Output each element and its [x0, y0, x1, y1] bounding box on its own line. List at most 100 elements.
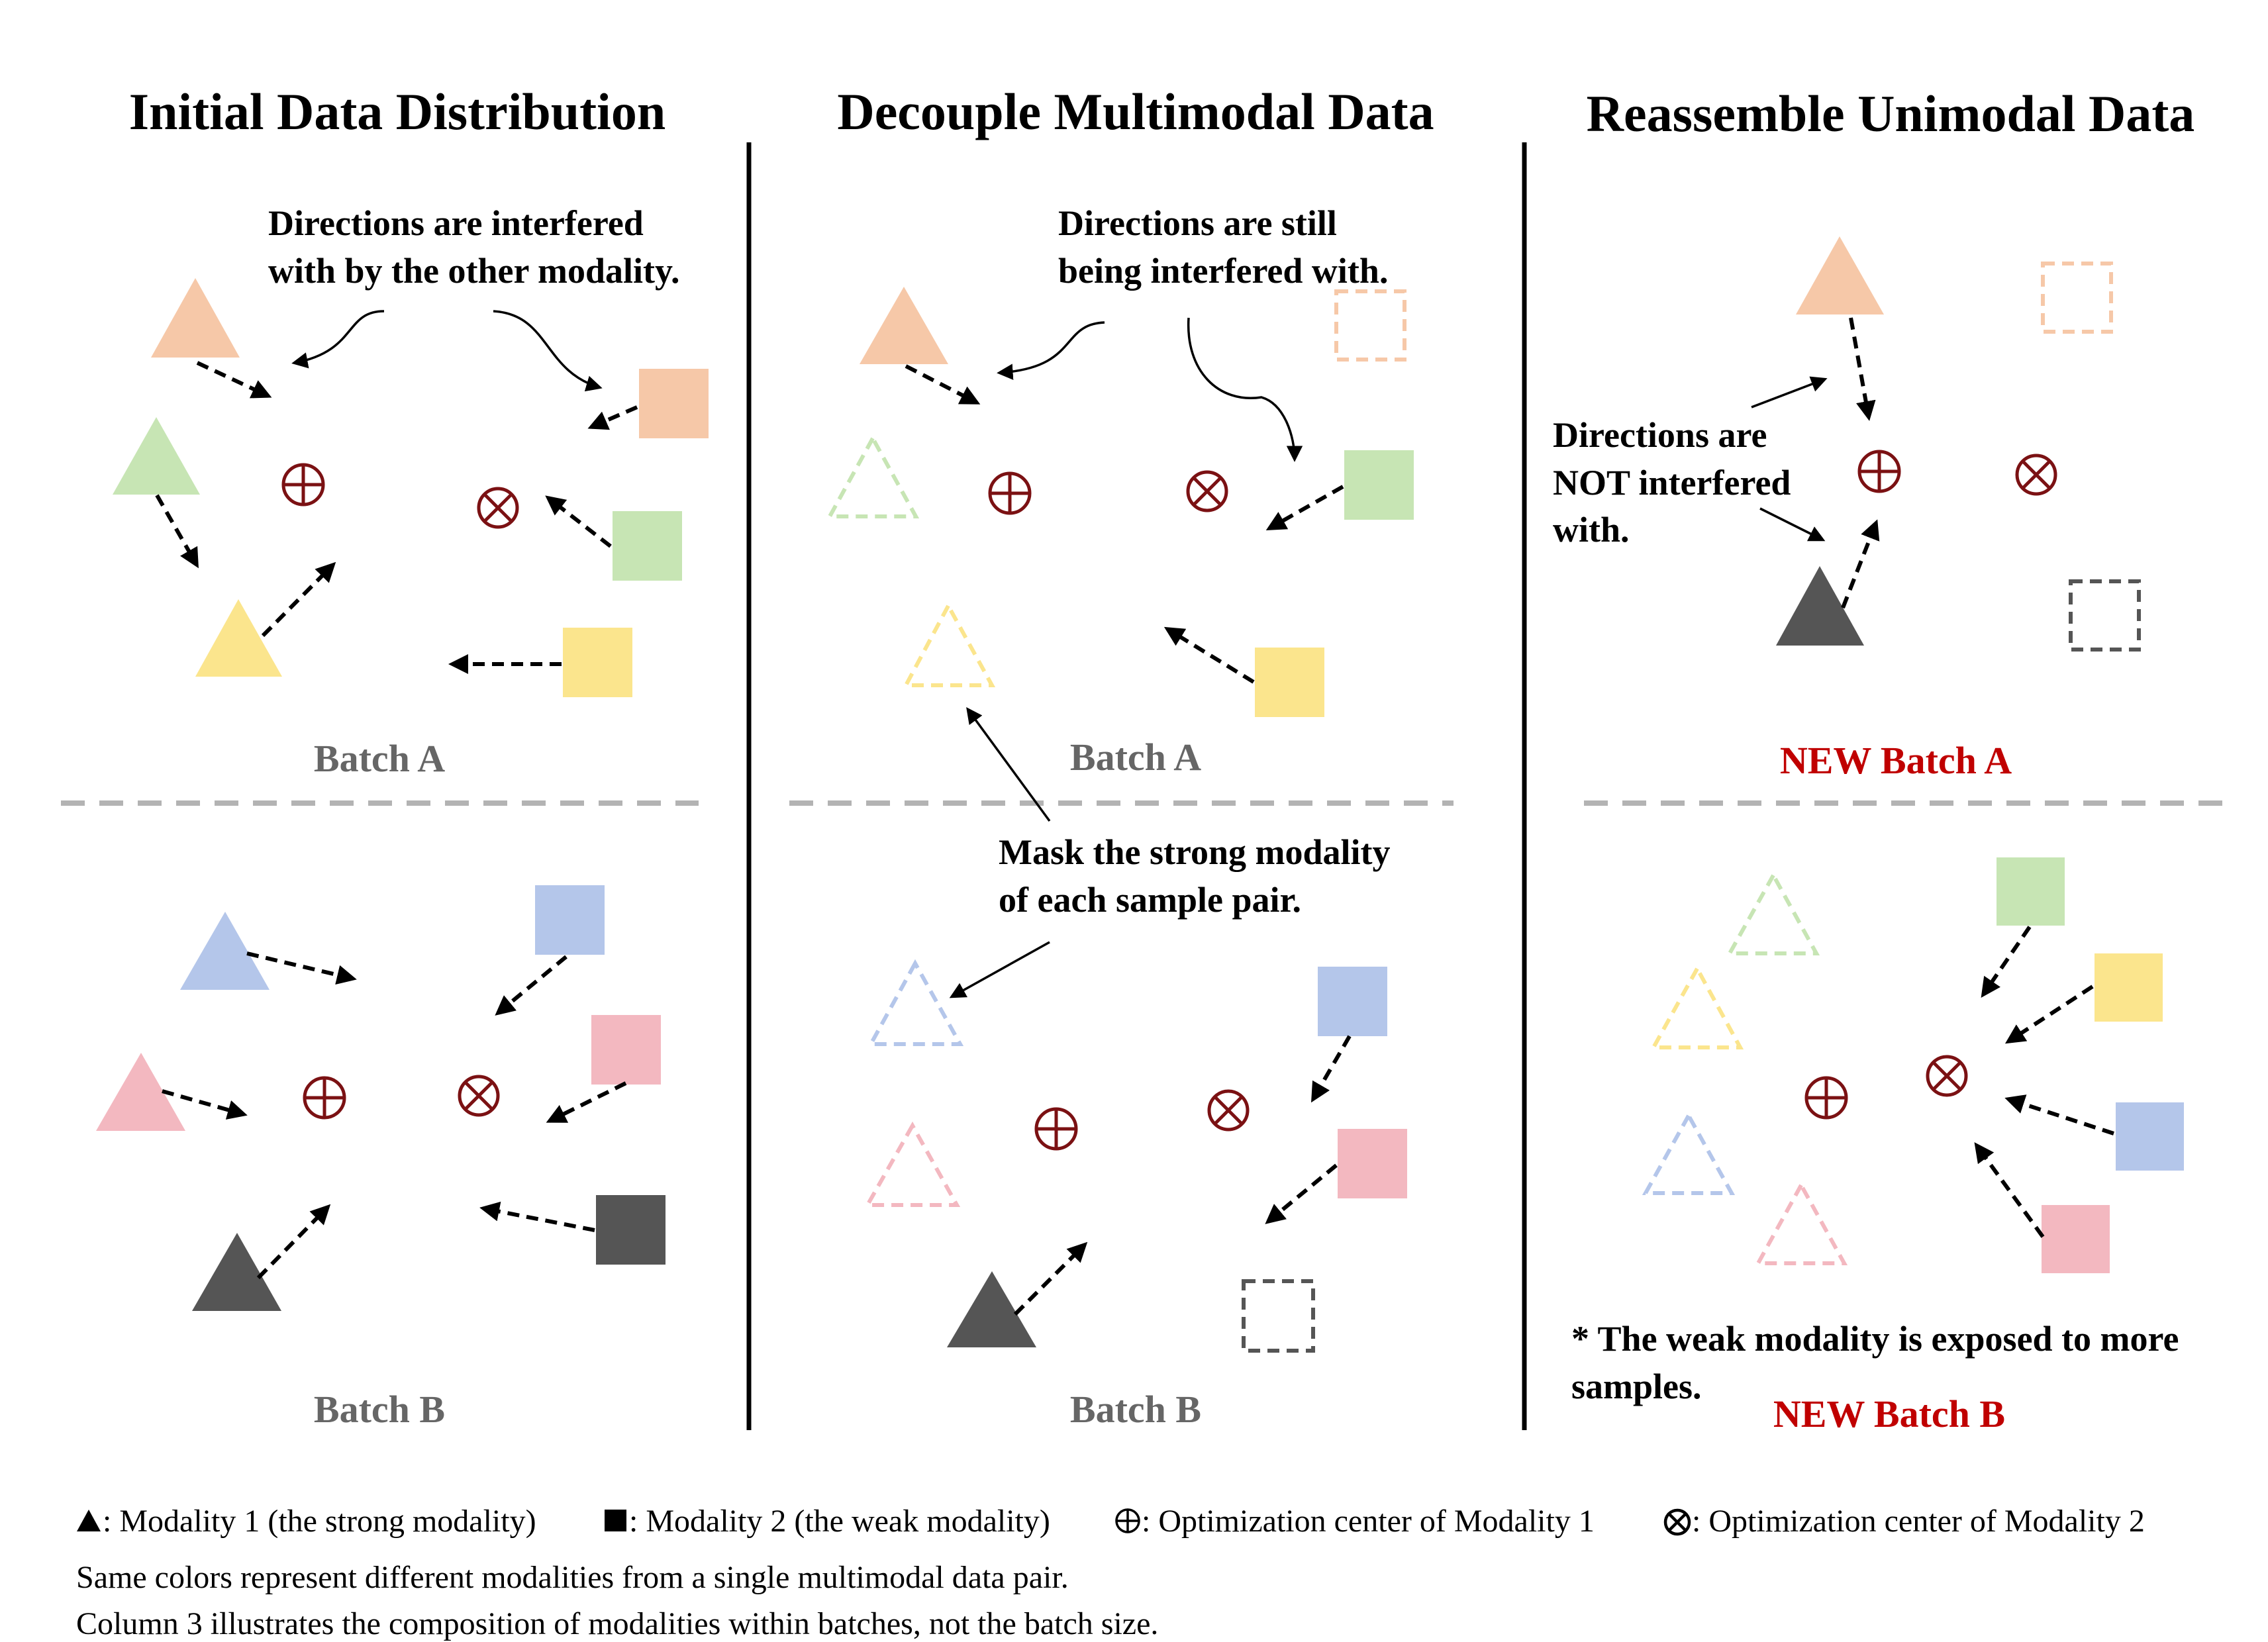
dashed-arrow — [162, 1089, 248, 1120]
legend-otimes-label: : Optimization center of Modality 2 — [1692, 1504, 2145, 1539]
col3-note-line2: NOT interfered — [1553, 463, 1791, 503]
col1-note-line1: Directions are interfered — [268, 203, 644, 243]
black-square-icon — [605, 1510, 626, 1531]
square-blue — [2116, 1102, 2184, 1171]
oplus-center-icon — [303, 1076, 346, 1120]
triangle-yellow-masked — [903, 601, 996, 687]
new-batch-label: NEW Batch B — [1773, 1392, 2005, 1435]
triangle-orange — [151, 278, 240, 358]
square-blue — [1318, 967, 1387, 1036]
triangle-pink-masked — [1754, 1181, 1848, 1265]
dashed-arrow — [261, 561, 336, 638]
square-yellow — [1255, 648, 1324, 717]
otimes-center-icon — [1207, 1089, 1250, 1132]
triangle-yellow-masked — [1650, 964, 1744, 1049]
dashed-arrow — [246, 951, 357, 985]
oplus-center-icon — [281, 463, 325, 507]
dashed-arrow — [1849, 317, 1876, 421]
col3-note-line1: Directions are — [1553, 415, 1767, 455]
square-orange-masked — [2041, 262, 2113, 334]
batch-label: Batch A — [1070, 736, 1201, 779]
straight-arrow — [1751, 376, 1828, 409]
dashed-arrow — [1310, 1035, 1352, 1103]
legend-note-line2: Column 3 illustrates the composition of … — [76, 1606, 1158, 1641]
dashed-arrow — [587, 405, 638, 430]
legend-triangle-label: : Modality 1 (the strong modality) — [103, 1504, 536, 1539]
triangle-dark — [1776, 566, 1864, 646]
square-yellow — [563, 628, 632, 697]
dashed-arrow — [1265, 485, 1344, 530]
dashed-arrow — [1981, 926, 2032, 998]
square-dark-masked — [2069, 579, 2141, 652]
triangle-blue-masked — [867, 959, 964, 1046]
square-green — [1344, 450, 1414, 520]
square-dark-masked — [1242, 1279, 1315, 1353]
triangle-green — [113, 417, 200, 495]
oplus-center-icon — [1034, 1107, 1078, 1151]
dashed-arrow — [1265, 1163, 1338, 1224]
triangle-pink — [96, 1053, 185, 1131]
dashed-arrow — [2004, 1094, 2114, 1135]
dashed-arrow — [1013, 1241, 1088, 1316]
column-title-reassemble: Reassemble Unimodal Data — [1587, 85, 2195, 142]
triangle-pink-masked — [863, 1121, 961, 1207]
oplus-center-icon — [1857, 450, 1901, 493]
batch-label: Batch B — [1070, 1388, 1201, 1431]
triangle-dark — [192, 1233, 281, 1311]
col1-note-line2: with by the other modality. — [268, 251, 680, 291]
batch-label: Batch A — [314, 737, 445, 780]
black-triangle-icon — [77, 1510, 101, 1531]
square-yellow — [2095, 953, 2163, 1022]
legend-oplus-label: : Optimization center of Modality 1 — [1142, 1504, 1595, 1539]
triangle-green-masked — [826, 434, 920, 518]
legend: : Modality 1 (the strong modality) : Mod… — [76, 1504, 2145, 1641]
square-pink — [591, 1015, 661, 1085]
triangle-orange — [1796, 236, 1884, 314]
dashed-arrow — [196, 361, 272, 399]
col3-weak-line1: * The weak modality is exposed to more — [1571, 1319, 2179, 1359]
otimes-center-icon — [458, 1075, 500, 1117]
dashed-arrow — [155, 494, 199, 569]
legend-note-line1: Same colors represent different modaliti… — [76, 1560, 1069, 1595]
dashed-arrow — [2004, 985, 2094, 1044]
straight-arrow — [1759, 507, 1826, 542]
square-green — [613, 511, 682, 581]
curved-arrow — [1187, 317, 1303, 462]
curved-arrow — [291, 310, 385, 369]
dashed-arrow — [905, 364, 981, 405]
col2-note-line2: being interfered with. — [1058, 251, 1388, 291]
otimes-center-icon — [477, 487, 519, 529]
column-title-initial: Initial Data Distribution — [129, 83, 666, 140]
oplus-center-icon — [1804, 1076, 1848, 1120]
batch-label: Batch B — [314, 1388, 445, 1431]
triangle-blue — [180, 912, 270, 990]
column-title-decouple: Decouple Multimodal Data — [837, 83, 1434, 140]
square-dark — [596, 1195, 666, 1265]
square-pink — [1338, 1129, 1407, 1198]
square-green — [1997, 857, 2065, 926]
otimes-center-icon — [1926, 1055, 1968, 1097]
circled-times-icon — [1663, 1508, 1691, 1536]
dashed-arrow — [495, 955, 567, 1016]
dashed-arrow — [1841, 519, 1880, 609]
triangle-dark — [947, 1271, 1036, 1347]
col2-mask-line2: of each sample pair. — [999, 880, 1301, 920]
col2-mask-line1: Mask the strong modality — [999, 832, 1391, 872]
curved-arrow — [493, 310, 603, 392]
triangle-yellow — [195, 599, 282, 677]
square-orange-masked — [1334, 289, 1406, 362]
square-orange — [639, 369, 709, 438]
square-blue — [535, 885, 605, 955]
square-pink — [2042, 1205, 2110, 1273]
col2-note-line1: Directions are still — [1058, 203, 1337, 243]
curved-arrow — [997, 321, 1105, 380]
triangle-green-masked — [1726, 871, 1820, 955]
dashed-arrow — [545, 495, 612, 548]
dashed-arrow — [546, 1081, 627, 1123]
triangle-blue-masked — [1642, 1111, 1736, 1195]
dashed-arrow — [256, 1204, 331, 1280]
otimes-center-icon — [2015, 454, 2057, 496]
new-batch-label: NEW Batch A — [1780, 739, 2012, 782]
straight-arrow — [966, 707, 1051, 822]
